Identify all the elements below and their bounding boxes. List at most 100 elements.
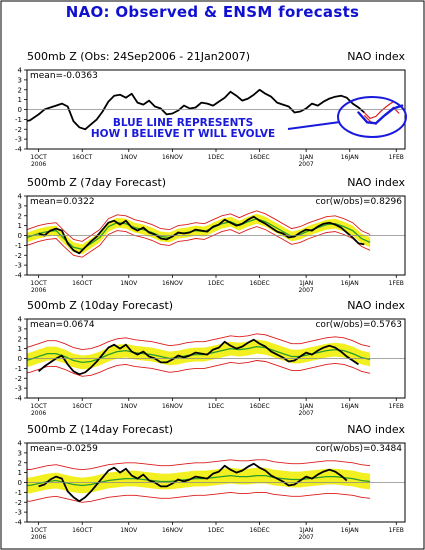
y-tick-label: -4: [15, 395, 23, 403]
panel-mean-stat: mean=0.0674: [30, 320, 95, 330]
y-tick-label: 0: [18, 232, 22, 240]
x-tick-label: 16JAN: [341, 154, 359, 161]
x-tick-label: 1JAN: [299, 403, 313, 410]
x-tick-label: 16JAN: [341, 527, 359, 534]
y-tick-label: -3: [15, 509, 22, 517]
x-tick-label: 1FEB: [389, 280, 404, 287]
y-tick-label: 1: [18, 345, 22, 353]
y-tick-label: 4: [18, 316, 23, 324]
x-tick-label: 16DEC: [249, 280, 269, 287]
panel-4: [24, 442, 406, 525]
y-tick-label: 3: [18, 449, 22, 457]
annotation-circle: [337, 96, 407, 138]
annotation-text: BLUE LINE REPRESENTS: [113, 117, 253, 129]
panel-3: [24, 318, 406, 401]
y-tick-label: 2: [18, 86, 22, 94]
x-tick-label: 16DEC: [249, 527, 269, 534]
ensemble-min-line: [27, 226, 371, 258]
panel-right-title: NAO index: [347, 299, 405, 312]
forecast-extreme-line: [363, 100, 400, 120]
annotation-text: HOW I BELIEVE IT WILL EVOLVE: [91, 128, 275, 140]
plot-area: [27, 333, 371, 377]
ensemble-max-line: [27, 459, 371, 471]
observed-line: [38, 338, 360, 376]
y-tick-label: 0: [18, 355, 22, 363]
x-tick-label: 1FEB: [389, 154, 404, 161]
annotation-blue-line: [357, 104, 404, 125]
x-tick-label: 1OCT: [30, 403, 47, 410]
panel-title: 500mb Z (10day Forecast): [27, 299, 173, 312]
panel-correlation-stat: cor(w/obs)=0.8296: [315, 197, 402, 207]
x-tick-label: 16DEC: [249, 403, 269, 410]
plot-area: [27, 210, 371, 258]
x-tick-label: 1FEB: [389, 403, 404, 410]
y-tick-label: -1: [15, 242, 22, 250]
y-tick-label: -4: [15, 146, 23, 154]
y-tick-label: -2: [15, 375, 22, 383]
y-tick-label: -1: [15, 116, 22, 124]
panel-right-title: NAO index: [347, 50, 405, 63]
plot-area: [27, 459, 371, 503]
x-tick-label: 1OCT: [30, 154, 47, 161]
y-tick-label: 1: [18, 469, 22, 477]
x-tick-label: 16NOV: [162, 280, 184, 287]
x-tick-label: 1DEC: [208, 154, 224, 161]
y-tick-label: -4: [15, 519, 23, 527]
panel-mean-stat: mean=-0.0363: [30, 71, 98, 81]
x-tick-label: 1DEC: [208, 403, 224, 410]
ensemble-spread-band: [27, 213, 371, 255]
observed-line: [38, 215, 365, 255]
ensemble-max-line: [27, 210, 371, 242]
x-tick-label: 1OCT: [30, 527, 47, 534]
x-tick-label: 16DEC: [249, 154, 269, 161]
y-tick-label: -1: [15, 489, 22, 497]
x-year-label: 2007: [298, 161, 313, 168]
panel-correlation-stat: cor(w/obs)=0.3484: [315, 444, 402, 454]
x-tick-label: 16NOV: [162, 527, 184, 534]
x-year-label: 2006: [31, 287, 46, 294]
y-tick-label: 3: [18, 325, 22, 333]
y-tick-label: -3: [15, 385, 22, 393]
panel-right-title: NAO index: [347, 176, 405, 189]
x-tick-label: 16OCT: [72, 403, 93, 410]
x-tick-label: 16JAN: [341, 403, 359, 410]
y-tick-label: 3: [18, 76, 22, 84]
panel-title: 500mb Z (7day Forecast): [27, 176, 166, 189]
x-tick-label: 1JAN: [299, 280, 313, 287]
x-tick-label: 16OCT: [72, 280, 93, 287]
x-tick-label: 1DEC: [208, 527, 224, 534]
y-tick-label: 1: [18, 96, 22, 104]
y-tick-label: -4: [15, 272, 23, 280]
page-title: NAO: Observed & ENSM forecasts: [65, 3, 360, 21]
panel-2: [24, 195, 406, 278]
x-tick-label: 1FEB: [389, 527, 404, 534]
panel-mean-stat: mean=-0.0259: [30, 444, 98, 454]
y-tick-label: 4: [18, 440, 23, 448]
x-year-label: 2006: [31, 410, 46, 417]
x-tick-label: 1OCT: [30, 280, 47, 287]
y-tick-label: 4: [18, 67, 23, 75]
x-tick-label: 1DEC: [208, 280, 224, 287]
panel-title: 500mb Z (Obs: 24Sep2006 - 21Jan2007): [27, 50, 250, 63]
ensemble-spread-band: [27, 467, 371, 494]
x-year-label: 2006: [31, 161, 46, 168]
y-tick-label: -3: [15, 136, 22, 144]
ensemble-min-line: [27, 360, 371, 377]
y-tick-label: 1: [18, 222, 22, 230]
observed-line: [27, 88, 365, 131]
x-year-label: 2007: [298, 287, 313, 294]
panel-mean-stat: mean=0.0322: [30, 197, 95, 207]
x-year-label: 2006: [31, 534, 46, 541]
y-tick-label: 4: [18, 193, 23, 201]
ensemble-max-line: [27, 333, 371, 351]
x-year-label: 2007: [298, 410, 313, 417]
panel-title: 500mb Z (14day Forecast): [27, 423, 173, 436]
x-year-label: 2007: [298, 534, 313, 541]
y-tick-label: 2: [18, 212, 22, 220]
panel-right-title: NAO index: [347, 423, 405, 436]
x-tick-label: 16NOV: [162, 403, 184, 410]
y-tick-label: 2: [18, 459, 22, 467]
x-tick-label: 1NOV: [120, 527, 138, 534]
